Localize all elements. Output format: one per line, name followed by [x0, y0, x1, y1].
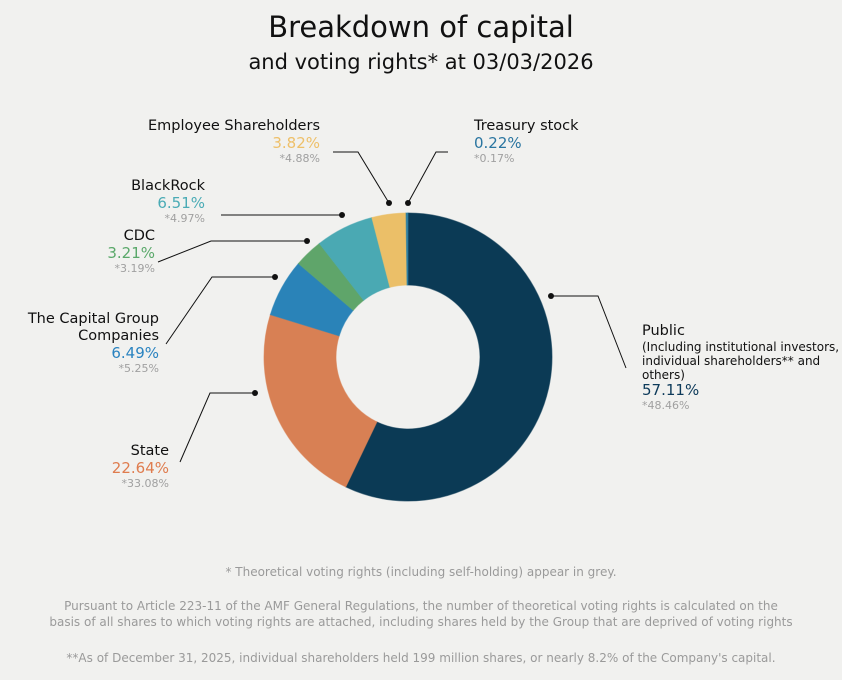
- leader-dot: [548, 293, 554, 299]
- leader-dot: [304, 238, 310, 244]
- label-treasury-stock: Treasury stock 0.22% *0.17%: [474, 118, 579, 165]
- leader-line: [165, 274, 278, 345]
- label-employee-shareholders: Employee Shareholders 3.82% *4.88%: [148, 118, 320, 165]
- leader-dot: [272, 274, 278, 280]
- footnote-amf-line2: basis of all shares to which voting righ…: [49, 615, 793, 629]
- footnote-individual-shareholders: **As of December 31, 2025, individual sh…: [66, 651, 776, 665]
- leader-dot: [386, 200, 392, 206]
- slice-voting-rights: *5.25%: [118, 362, 159, 375]
- leader-line: [221, 212, 345, 218]
- slice-public: [345, 212, 553, 502]
- footnote-amf-line1: Pursuant to Article 223-11 of the AMF Ge…: [64, 599, 778, 613]
- slice-percent: 3.21%: [107, 244, 155, 262]
- slice-voting-rights: *4.88%: [279, 152, 320, 165]
- slice-voting-rights: *0.17%: [474, 152, 515, 165]
- slice-name: Public: [642, 323, 685, 339]
- leader-line: [333, 151, 392, 206]
- label-cdc: CDC 3.21% *3.19%: [107, 228, 155, 275]
- label-capital-group: The Capital Group Companies 6.49% *5.25%: [19, 311, 159, 375]
- slice-percent: 57.11%: [642, 381, 700, 399]
- slice-name: The Capital Group Companies: [27, 311, 159, 344]
- leader-line: [405, 151, 448, 206]
- slice-detail: (Including institutional investors, indi…: [642, 340, 840, 382]
- footnote-voting-rights: * Theoretical voting rights (including s…: [225, 565, 617, 579]
- slice-voting-rights: *48.46%: [642, 399, 690, 412]
- label-public: Public (Including institutional investor…: [642, 323, 842, 412]
- label-blackrock: BlackRock 6.51% *4.97%: [131, 178, 205, 225]
- slice-voting-rights: *3.19%: [114, 262, 155, 275]
- slice-name: CDC: [123, 228, 155, 244]
- slice-voting-rights: *33.08%: [121, 477, 169, 490]
- leader-dot: [339, 212, 345, 218]
- leader-dot: [252, 390, 258, 396]
- leader-dot: [405, 200, 411, 206]
- slice-percent: 0.22%: [474, 134, 522, 152]
- slice-percent: 3.82%: [272, 134, 320, 152]
- slice-state: [263, 314, 378, 488]
- slice-voting-rights: *4.97%: [164, 212, 205, 225]
- chart-title: Breakdown of capital: [268, 10, 574, 44]
- label-state: State 22.64% *33.08%: [112, 443, 169, 490]
- slice-percent: 22.64%: [111, 459, 169, 477]
- slice-percent: 6.49%: [111, 344, 159, 362]
- slice-name: BlackRock: [131, 178, 205, 194]
- slice-treasury-stock: [405, 212, 409, 286]
- slice-name: State: [130, 443, 169, 459]
- chart-subtitle: and voting rights* at 03/03/2026: [248, 50, 594, 74]
- slice-percent: 6.51%: [157, 194, 205, 212]
- slice-name: Employee Shareholders: [148, 118, 320, 134]
- leader-line: [179, 390, 258, 463]
- slice-name: Treasury stock: [474, 118, 579, 134]
- leader-line: [548, 293, 627, 369]
- leader-line: [157, 238, 310, 263]
